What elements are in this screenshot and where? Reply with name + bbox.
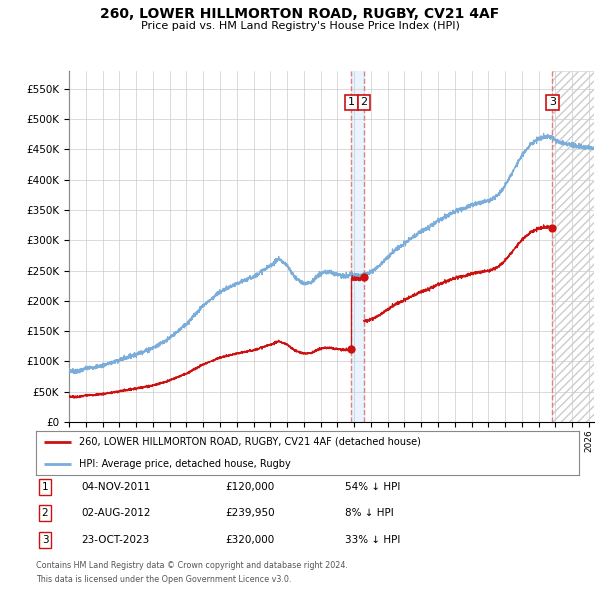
Text: £320,000: £320,000 xyxy=(225,535,274,545)
Text: This data is licensed under the Open Government Licence v3.0.: This data is licensed under the Open Gov… xyxy=(36,575,292,584)
Text: Contains HM Land Registry data © Crown copyright and database right 2024.: Contains HM Land Registry data © Crown c… xyxy=(36,561,348,570)
Text: 260, LOWER HILLMORTON ROAD, RUGBY, CV21 4AF: 260, LOWER HILLMORTON ROAD, RUGBY, CV21 … xyxy=(100,7,500,21)
Text: 1: 1 xyxy=(348,97,355,107)
Text: 1: 1 xyxy=(41,482,49,491)
Text: Price paid vs. HM Land Registry's House Price Index (HPI): Price paid vs. HM Land Registry's House … xyxy=(140,21,460,31)
Bar xyxy=(352,71,364,422)
Text: 23-OCT-2023: 23-OCT-2023 xyxy=(81,535,149,545)
Text: 33% ↓ HPI: 33% ↓ HPI xyxy=(345,535,400,545)
Text: 2: 2 xyxy=(41,509,49,518)
Text: 3: 3 xyxy=(549,97,556,107)
Text: 54% ↓ HPI: 54% ↓ HPI xyxy=(345,482,400,491)
Text: HPI: Average price, detached house, Rugby: HPI: Average price, detached house, Rugb… xyxy=(79,459,291,469)
Text: 260, LOWER HILLMORTON ROAD, RUGBY, CV21 4AF (detached house): 260, LOWER HILLMORTON ROAD, RUGBY, CV21 … xyxy=(79,437,421,447)
Text: 3: 3 xyxy=(41,535,49,545)
Text: 02-AUG-2012: 02-AUG-2012 xyxy=(81,509,151,518)
Text: 8% ↓ HPI: 8% ↓ HPI xyxy=(345,509,394,518)
Text: 2: 2 xyxy=(361,97,367,107)
Text: 04-NOV-2011: 04-NOV-2011 xyxy=(81,482,151,491)
Text: £120,000: £120,000 xyxy=(225,482,274,491)
Text: £239,950: £239,950 xyxy=(225,509,275,518)
